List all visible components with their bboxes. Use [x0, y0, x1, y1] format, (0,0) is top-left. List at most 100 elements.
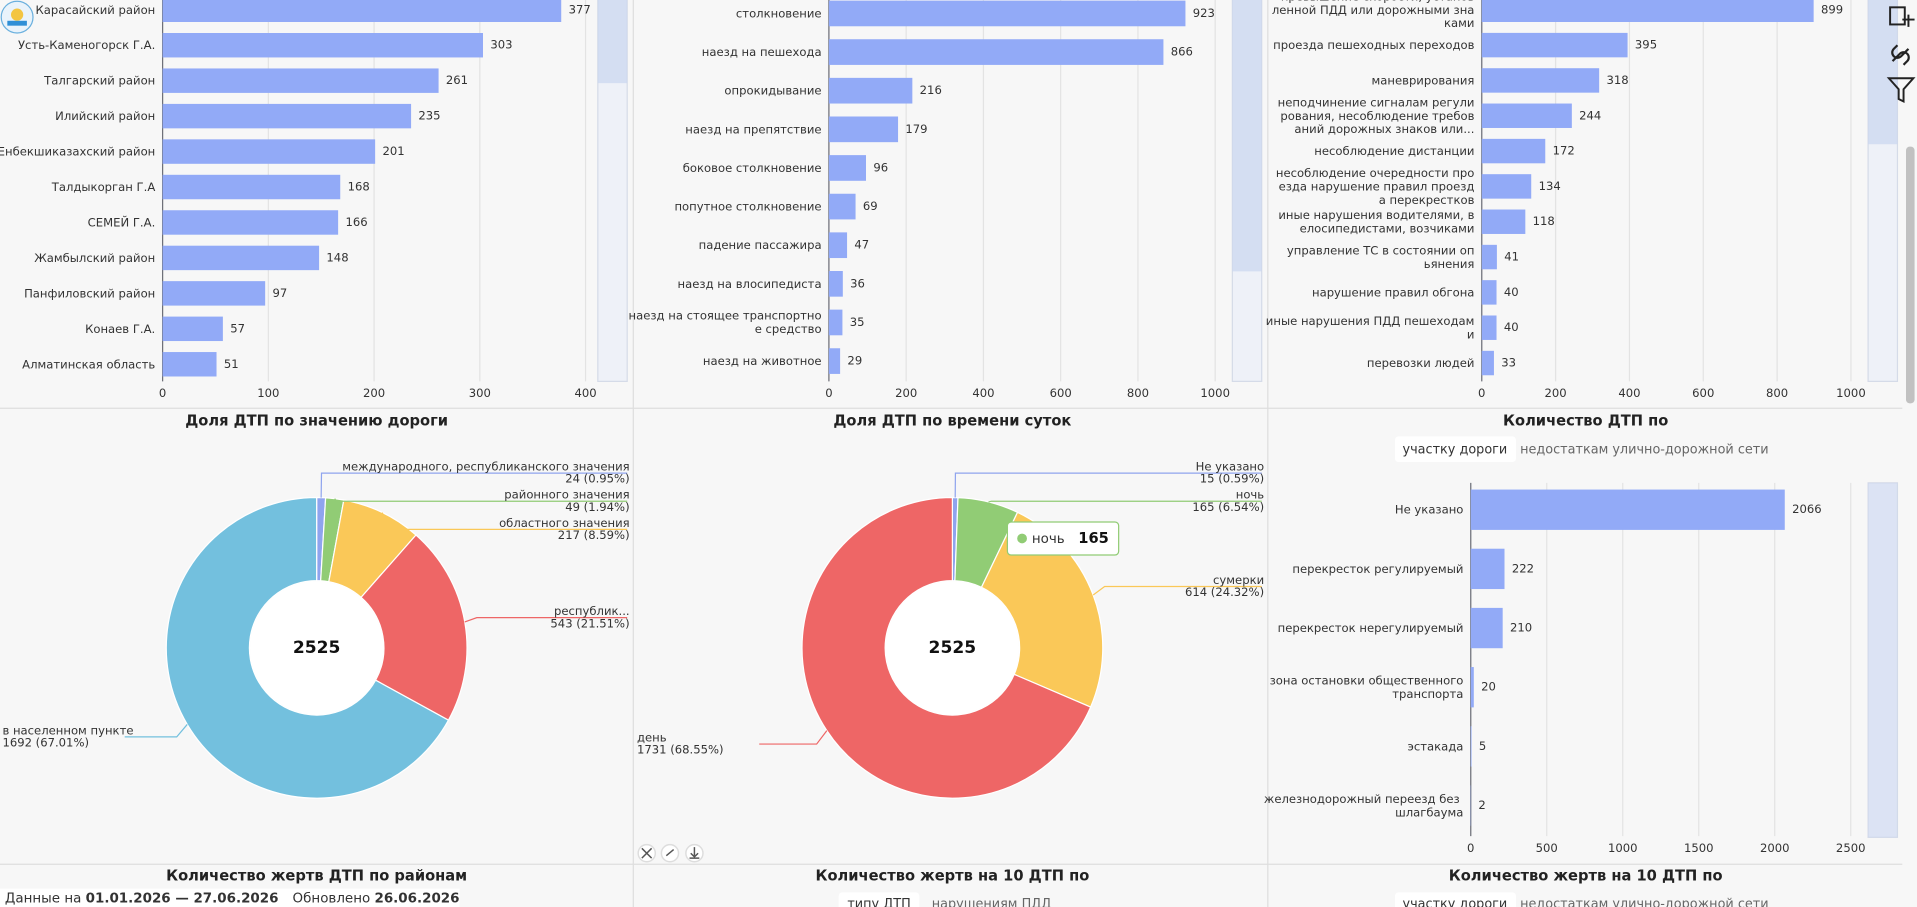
category-label: Конаев Г.А. — [85, 321, 155, 335]
link-icon[interactable] — [1891, 44, 1910, 66]
category-label: Жамбылский район — [34, 250, 155, 264]
bar — [1481, 32, 1628, 58]
bar — [1470, 607, 1503, 649]
category-label: несоблюдение очередности про езда нарушен… — [1276, 165, 1475, 206]
tooltip — [1006, 521, 1120, 556]
x-tick-label: 500 — [1536, 841, 1558, 855]
panel-title: Количество жертв ДТП по районам — [166, 867, 467, 884]
value-label: 318 — [1606, 73, 1628, 87]
donut-hole — [885, 581, 1020, 715]
bar — [1470, 726, 1472, 767]
bar — [1481, 68, 1600, 93]
category-label: столкновение — [736, 6, 822, 20]
value-label: 168 — [348, 180, 370, 194]
filter-icon[interactable] — [1886, 77, 1916, 104]
bar — [828, 270, 843, 297]
tab-selected[interactable] — [1394, 892, 1516, 907]
category-label: управление ТС в состоянии оп ьянения — [1287, 243, 1475, 270]
category-label: Талгарский район — [43, 73, 155, 87]
slice-label: день — [637, 730, 667, 744]
value-label: 134 — [1539, 179, 1561, 193]
x-tick-label: 600 — [1692, 386, 1714, 400]
tab[interactable]: участку дороги — [1402, 897, 1507, 907]
tab[interactable]: нарушениям ПДД — [932, 897, 1052, 907]
value-label: 235 — [418, 109, 440, 123]
value-label: 5 — [1479, 739, 1486, 753]
tab-selected[interactable] — [838, 892, 920, 907]
bar — [162, 33, 483, 58]
category-label: Енбекшиказахский район — [0, 144, 155, 158]
slice-value-label: 614 (24.32%) — [1185, 585, 1264, 599]
leader-line — [464, 617, 628, 623]
x-tick-label: 200 — [1545, 386, 1567, 400]
x-tick-label: 2000 — [1760, 841, 1790, 855]
tab[interactable]: недостаткам улично-дорожной сети — [1520, 897, 1768, 907]
bar — [162, 0, 562, 23]
category-label: наезд на препятствие — [685, 122, 821, 136]
category-label: железнодорожный переезд без шлагбаума — [1264, 791, 1464, 818]
category-label: падение пассажира — [699, 238, 822, 252]
value-label: 216 — [920, 83, 942, 97]
pie-slice — [360, 534, 468, 722]
value-label: 118 — [1533, 214, 1555, 228]
value-label: 899 — [1821, 2, 1843, 16]
x-tick-label: 200 — [895, 386, 917, 400]
value-label: 866 — [1171, 45, 1193, 59]
slice-label: в населенном пункте — [2, 723, 133, 737]
value-label: 40 — [1504, 285, 1519, 299]
category-label: опрокидывание — [724, 83, 821, 97]
bar — [162, 68, 439, 93]
x-tick-label: 1000 — [1200, 386, 1230, 400]
panel-title: Количество жертв на 10 ДТП по — [1449, 867, 1723, 884]
x-tick-label: 0 — [825, 386, 832, 400]
category-label: иные нарушения ПДД пешеходам и — [1266, 313, 1475, 340]
bar — [828, 77, 913, 104]
bar — [1481, 103, 1572, 128]
zoom-slider[interactable] — [1867, 0, 1899, 382]
tab[interactable]: типу ДТП — [847, 897, 910, 907]
slice-value-label: 15 (0.59%) — [1200, 472, 1264, 486]
footer-background — [0, 888, 460, 907]
tab[interactable]: недостаткам улично-дорожной сети — [1520, 442, 1768, 457]
zoom-slider[interactable] — [1867, 482, 1899, 838]
slice-value-label: 49 (1.94%) — [565, 500, 629, 514]
category-label: неподчинение сигналам регули рования, нес… — [1278, 95, 1475, 136]
chart-toolbar[interactable] — [637, 843, 704, 863]
slice-label: районного значения — [504, 488, 629, 502]
donut-hole — [250, 581, 384, 715]
value-label: 222 — [1512, 561, 1534, 575]
bar — [162, 352, 217, 377]
tooltip-value: 165 — [1078, 530, 1109, 547]
x-tick-label: 100 — [257, 386, 279, 400]
category-label: СЕМЕЙ Г.А. — [88, 214, 156, 229]
value-label: 33 — [1501, 356, 1516, 370]
value-label: 172 — [1553, 144, 1575, 158]
category-label: проезда пешеходных переходов — [1273, 38, 1474, 52]
zoom-slider[interactable] — [1231, 0, 1263, 382]
leader-line — [334, 498, 628, 502]
value-label: 244 — [1579, 108, 1601, 122]
bar — [1470, 489, 1785, 530]
x-tick-label: 800 — [1127, 386, 1149, 400]
pie-slice — [801, 496, 1092, 799]
category-label: боковое столкновение — [683, 160, 822, 174]
x-tick-label: 300 — [469, 386, 491, 400]
tab-selected[interactable] — [1394, 436, 1516, 463]
category-label: перевозки людей — [1367, 356, 1475, 370]
tab[interactable]: участку дороги — [1402, 442, 1507, 457]
value-label: 35 — [850, 315, 865, 329]
leader-line — [954, 472, 1262, 498]
slice-value-label: 24 (0.95%) — [565, 472, 629, 486]
leader-line — [320, 472, 628, 498]
slice-value-label: 1731 (68.55%) — [637, 743, 724, 757]
page-scrollbar[interactable] — [1905, 146, 1915, 404]
value-label: 179 — [905, 122, 927, 136]
donut-total: 2525 — [293, 638, 341, 658]
zoom-slider[interactable] — [597, 0, 628, 382]
bar — [162, 210, 339, 235]
slice-value-label: 1692 (67.01%) — [2, 735, 89, 749]
value-label: 261 — [446, 73, 468, 87]
translate-icon[interactable] — [1889, 6, 1915, 27]
